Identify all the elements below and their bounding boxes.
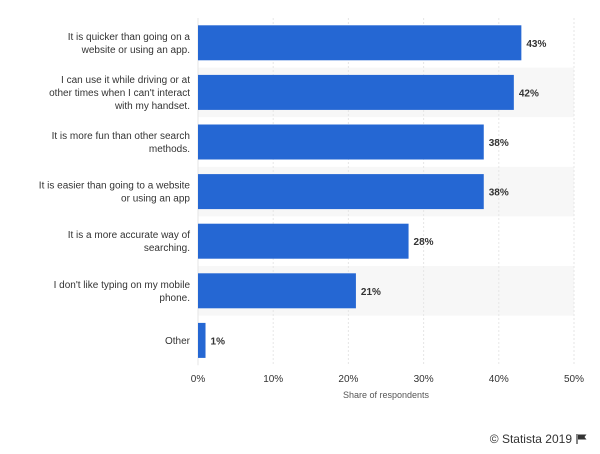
data-label: 38%: [489, 138, 509, 149]
data-label: 38%: [489, 188, 509, 199]
tick-label: 50%: [564, 374, 584, 385]
category-label: Other: [165, 336, 191, 347]
data-label: 21%: [361, 287, 381, 298]
bar[interactable]: [198, 223, 409, 259]
x-axis-label: Share of respondents: [343, 390, 430, 400]
tick-label: 0%: [191, 374, 206, 385]
data-label: 28%: [414, 237, 434, 248]
data-label: 42%: [519, 88, 539, 99]
tick-label: 30%: [414, 374, 434, 385]
tick-label: 20%: [338, 374, 358, 385]
category-label: I can use it while driving or at other ti…: [49, 75, 190, 112]
category-label: It is quicker than going on a website or …: [68, 32, 191, 56]
bar[interactable]: [198, 174, 484, 210]
bar[interactable]: [198, 25, 522, 61]
category-label: It is more fun than other search methods.: [52, 131, 190, 155]
tick-label: 10%: [263, 374, 283, 385]
data-label: 43%: [526, 39, 546, 50]
tick-label: 40%: [489, 374, 509, 385]
footer: © Statista 2019: [490, 432, 588, 446]
category-label: It is a more accurate way of searching.: [68, 230, 190, 254]
bar[interactable]: [198, 74, 514, 110]
flag-icon: [576, 433, 588, 445]
footer-credit: © Statista 2019: [489, 432, 572, 446]
data-label: 1%: [211, 336, 226, 347]
bar[interactable]: [198, 322, 206, 358]
bar[interactable]: [198, 273, 356, 309]
category-label: I don't like typing on my mobile phone.: [54, 280, 191, 304]
bar[interactable]: [198, 124, 484, 160]
category-label: It is easier than going to a website or u…: [39, 181, 191, 205]
